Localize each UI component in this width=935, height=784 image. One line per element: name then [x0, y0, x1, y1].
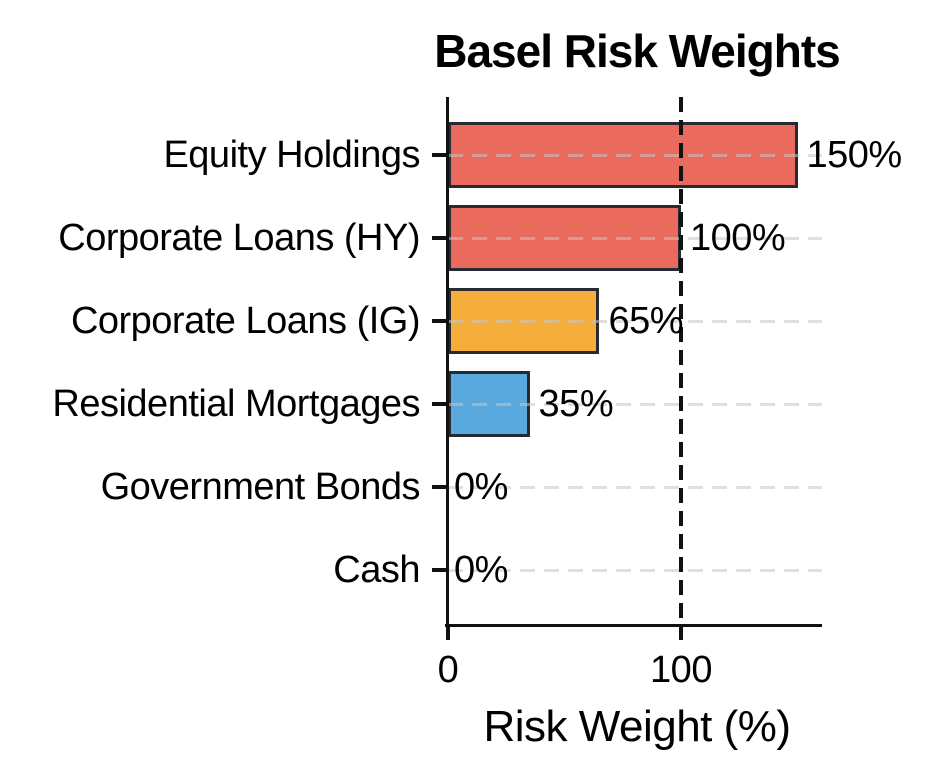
- y-tick-cash: [432, 568, 446, 572]
- x-axis-label: Risk Weight (%): [483, 702, 791, 751]
- x-axis-line: [445, 623, 822, 627]
- gridline-cash: [448, 568, 822, 572]
- gridline-corporate-loans-hy: [448, 236, 822, 240]
- gridline-residential-mortgages: [448, 402, 822, 406]
- x-tick-label-0: 0: [437, 649, 459, 691]
- value-label-residential-mortgages: 35%: [538, 383, 614, 425]
- chart-title: Basel Risk Weights: [434, 25, 841, 77]
- value-label-cash: 0%: [454, 549, 508, 591]
- value-label-corporate-loans-hy: 100%: [690, 217, 786, 259]
- y-tick-equity-holdings: [432, 153, 446, 157]
- x-tick-100: [679, 625, 683, 640]
- gridline-corporate-loans-ig: [448, 319, 822, 323]
- gridline-government-bonds: [448, 485, 822, 489]
- category-label-corporate-loans-ig: Corporate Loans (IG): [70, 300, 421, 342]
- y-tick-government-bonds: [432, 485, 446, 489]
- category-label-cash: Cash: [333, 549, 420, 591]
- value-label-equity-holdings: 150%: [806, 134, 903, 176]
- x-tick-0: [446, 625, 450, 640]
- y-tick-corporate-loans-hy: [432, 236, 446, 240]
- category-label-equity-holdings: Equity Holdings: [163, 134, 420, 176]
- y-tick-corporate-loans-ig: [432, 319, 446, 323]
- reference-line-100: [679, 97, 683, 625]
- value-label-corporate-loans-ig: 65%: [608, 300, 683, 342]
- y-tick-residential-mortgages: [432, 402, 446, 406]
- y-axis-line: [445, 97, 449, 627]
- category-label-government-bonds: Government Bonds: [100, 466, 421, 508]
- category-label-corporate-loans-hy: Corporate Loans (HY): [58, 217, 420, 259]
- value-label-government-bonds: 0%: [454, 466, 508, 508]
- gridline-equity-holdings: [448, 153, 822, 157]
- category-label-residential-mortgages: Residential Mortgages: [52, 383, 420, 425]
- x-tick-label-100: 100: [650, 649, 712, 691]
